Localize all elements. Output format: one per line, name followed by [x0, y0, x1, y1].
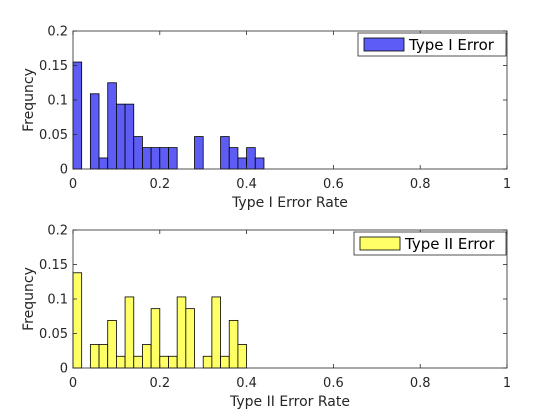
x-tick-label: 0 [69, 177, 77, 192]
y-tick-label: 0.1 [47, 293, 68, 308]
histogram-bar [202, 355, 213, 369]
x-tick-label: 0 [69, 376, 77, 391]
x-tick-label: 0.4 [236, 376, 257, 391]
y-axis-label: Frequncy [21, 267, 37, 331]
x-tick-label: 1 [503, 177, 511, 192]
histogram-bar [228, 319, 239, 369]
histogram-bar [194, 136, 204, 170]
histogram-bar [116, 355, 126, 369]
histogram-bar [211, 296, 221, 369]
x-tick-label: 0.6 [323, 177, 344, 192]
x-tick-label: 0.8 [410, 376, 431, 391]
y-tick-label: 0.15 [39, 258, 68, 273]
chart-1: 0 0.2 0.4 0.6 0.8 1 0 0.05 0.1 0.15 0.2 Type I Erro… [21, 25, 511, 212]
legend: Type I Error [357, 32, 507, 57]
y-tick-label: 0 [60, 362, 68, 377]
histogram-bar [133, 355, 143, 369]
histogram-bar [72, 272, 83, 369]
histogram-bar [150, 147, 161, 170]
chart-2: 0 0.2 0.4 0.6 0.8 1 0 0.05 0.1 0.15 0.2 Type II Err… [21, 224, 511, 411]
histogram-bar [185, 308, 195, 369]
histogram-bar [220, 355, 230, 369]
histogram-bar [98, 344, 109, 369]
legend-swatch [359, 236, 401, 251]
legend-label: Type I Error [408, 36, 495, 54]
legend-label: Type II Error [404, 235, 495, 253]
y-tick-label: 0.1 [47, 94, 68, 109]
histogram-bar [220, 136, 230, 170]
legend: Type II Error [353, 231, 507, 256]
x-tick-label: 0.8 [410, 177, 431, 192]
y-tick-label: 0 [60, 163, 68, 178]
histogram-bar [142, 147, 152, 170]
histogram-bar [133, 136, 143, 170]
x-tick-label: 0.2 [149, 376, 170, 391]
histogram-bar [254, 157, 265, 170]
x-tick-label: 1 [503, 376, 511, 391]
histogram-bar [159, 355, 169, 369]
legend-swatch [363, 37, 405, 52]
histogram-bar [168, 355, 178, 369]
histogram-bar [124, 103, 135, 170]
y-tick-label: 0.15 [39, 59, 68, 74]
histogram-bar [116, 103, 126, 170]
histogram-bar [176, 296, 187, 369]
histogram-bar [168, 147, 178, 170]
histogram-bar [98, 157, 109, 170]
y-tick-label: 0.05 [39, 128, 68, 143]
histogram-bar [124, 296, 135, 369]
x-tick-label: 0.4 [236, 177, 257, 192]
histogram-bar [237, 157, 247, 170]
histogram-bar [72, 61, 83, 170]
histogram-bar [89, 93, 100, 170]
histogram-bar [150, 308, 161, 369]
x-axis-label: Type I Error Rate [231, 195, 348, 211]
histogram-bar [107, 319, 117, 369]
histogram-bar [159, 147, 169, 170]
x-tick-label: 0.2 [149, 177, 170, 192]
x-axis-label: Type II Error Rate [229, 394, 350, 410]
y-tick-label: 0.2 [47, 25, 68, 40]
x-tick-label: 0.6 [323, 376, 344, 391]
histogram-bar [89, 344, 100, 369]
y-tick-label: 0.2 [47, 224, 68, 239]
histogram-bar [246, 147, 256, 170]
histogram-bar [237, 344, 247, 369]
histogram-bar [142, 344, 152, 369]
y-tick-label: 0.05 [39, 327, 68, 342]
y-axis-label: Frequncy [21, 68, 37, 132]
histogram-bar [228, 147, 239, 170]
histogram-bar [107, 82, 117, 170]
